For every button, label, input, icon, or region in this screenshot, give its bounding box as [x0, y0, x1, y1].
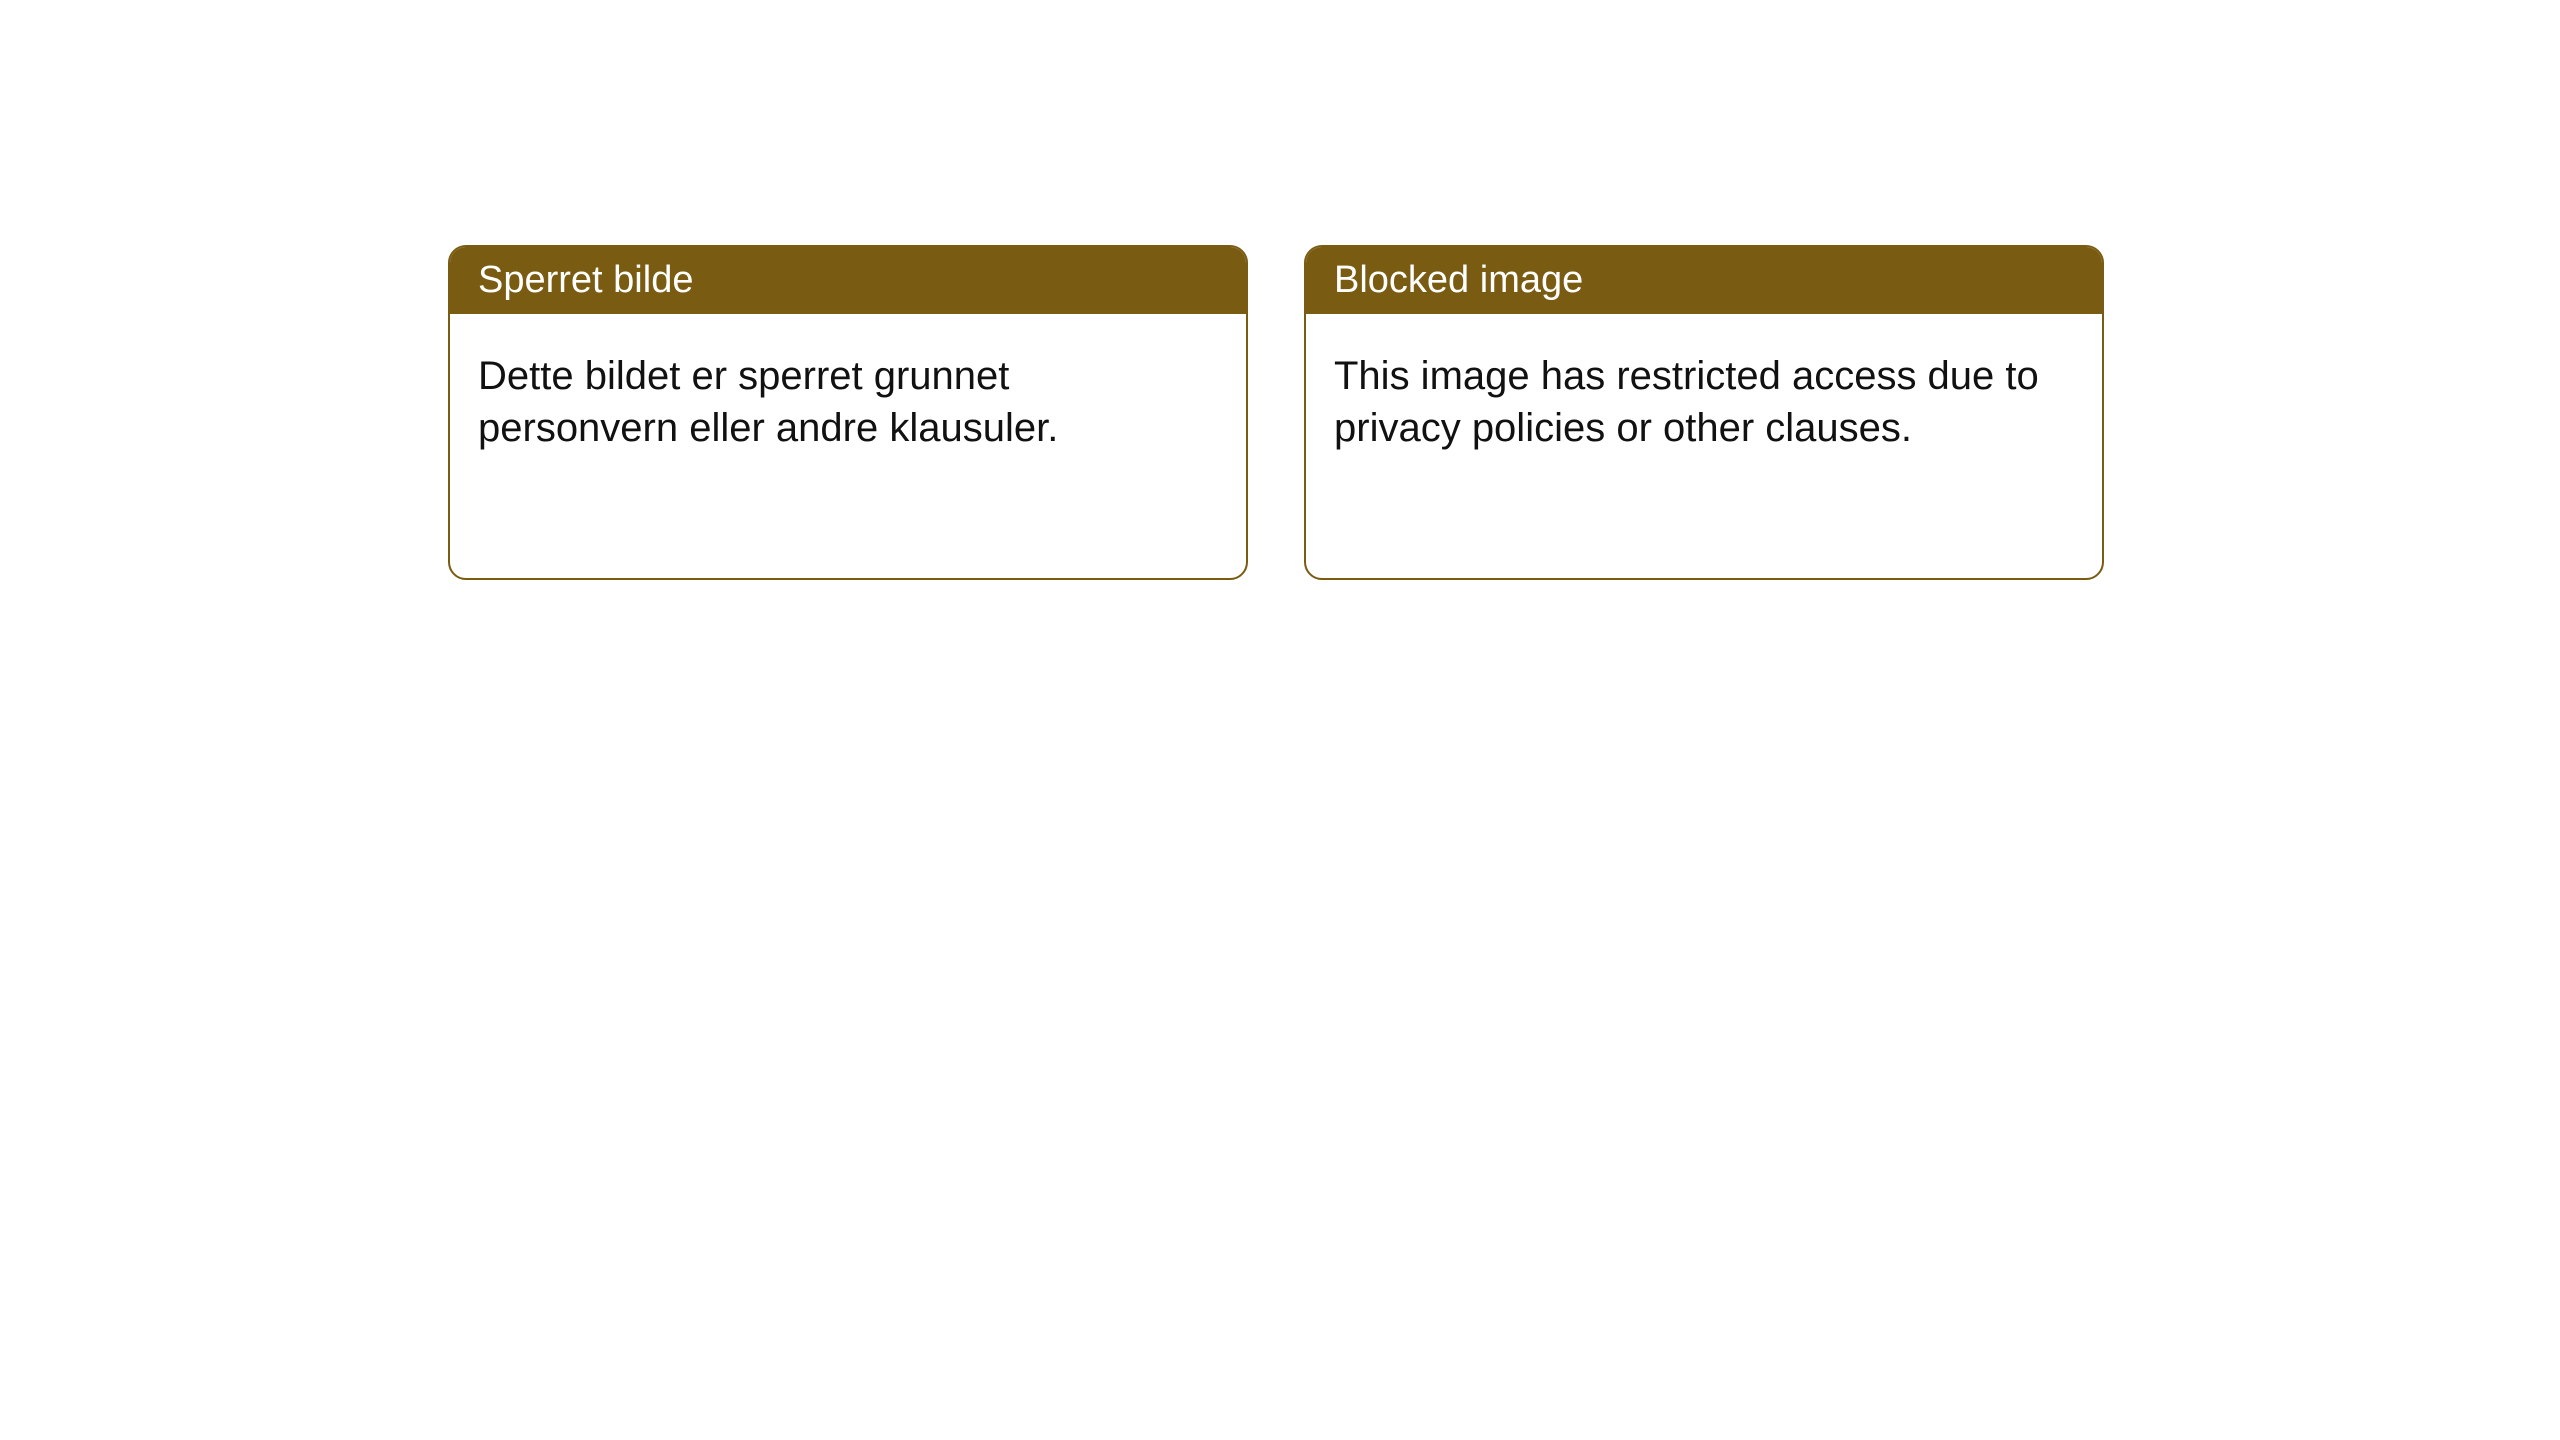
notice-card-title: Sperret bilde	[478, 259, 693, 301]
notice-card-title: Blocked image	[1334, 259, 1583, 301]
notice-cards-container: Sperret bilde Dette bildet er sperret gr…	[448, 245, 2104, 580]
notice-card-header: Sperret bilde	[450, 247, 1246, 314]
notice-card-text: Dette bildet er sperret grunnet personve…	[478, 354, 1058, 450]
notice-card-english: Blocked image This image has restricted …	[1304, 245, 2104, 580]
notice-card-body: This image has restricted access due to …	[1306, 314, 2102, 490]
notice-card-text: This image has restricted access due to …	[1334, 354, 2039, 450]
notice-card-header: Blocked image	[1306, 247, 2102, 314]
notice-card-body: Dette bildet er sperret grunnet personve…	[450, 314, 1246, 490]
notice-card-norwegian: Sperret bilde Dette bildet er sperret gr…	[448, 245, 1248, 580]
